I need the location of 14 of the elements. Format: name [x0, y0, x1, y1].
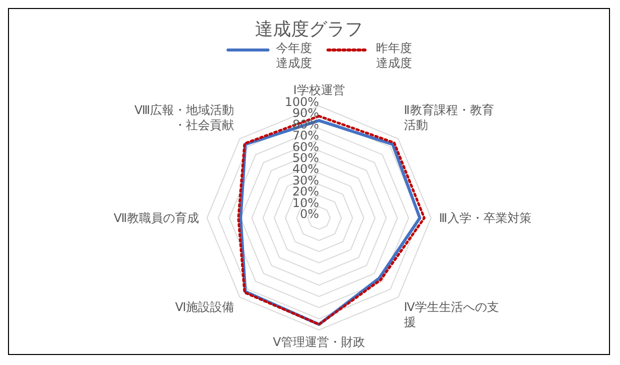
spoke-label: Ⅵ施設設備 — [175, 300, 234, 314]
spoke-label: Ⅶ教職員の育成 — [114, 211, 199, 225]
y-tick-label: 100% — [284, 95, 319, 109]
y-tick-label: 0% — [300, 207, 319, 221]
spoke-label: Ⅳ学生生活への支援 — [404, 300, 499, 329]
spoke-label: Ⅲ入学・卒業対策 — [439, 211, 532, 225]
legend-label: 今年度達成度 — [275, 41, 312, 71]
spoke-label: Ⅷ広報・地域活動・社会貢献 — [134, 103, 234, 132]
spoke-label: Ⅱ教育課程・教育活動 — [404, 103, 494, 132]
legend-label: 昨年度達成度 — [375, 41, 412, 71]
spoke-label: Ⅰ学校運営 — [293, 83, 345, 97]
y-tick-label: 50% — [292, 151, 319, 165]
chart-title: 達成度グラフ — [255, 19, 363, 40]
spoke-label: Ⅴ管理運営・財政 — [272, 335, 366, 349]
